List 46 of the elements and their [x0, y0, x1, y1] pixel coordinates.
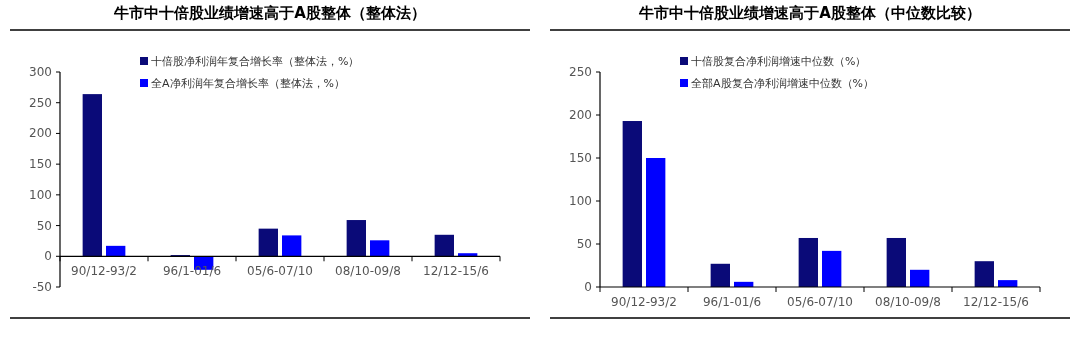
- bar: [886, 237, 906, 287]
- x-tick-label: 08/10-09/8: [875, 295, 941, 309]
- bar: [346, 220, 366, 257]
- bar: [82, 94, 102, 257]
- bar: [458, 253, 478, 257]
- bar: [370, 240, 390, 257]
- x-tick-label: 05/6-07/10: [247, 264, 313, 279]
- y-tick-label: 50: [576, 237, 592, 251]
- y-tick-label: -50: [32, 280, 52, 294]
- x-tick-label: 12/12-15/6: [423, 264, 489, 279]
- y-tick-label: 200: [569, 108, 592, 122]
- bar: [282, 235, 302, 257]
- x-tick-label: 96/1-01/6: [162, 264, 222, 279]
- x-tick-label: 90/12-93/2: [611, 295, 677, 309]
- y-tick-label: 250: [29, 95, 52, 110]
- bar: [646, 158, 666, 287]
- bar: [822, 250, 842, 287]
- x-tick-label: 90/12-93/2: [71, 264, 137, 279]
- bar: [106, 245, 126, 257]
- bar: [910, 269, 930, 287]
- legend-label: 全部A股复合净利润增速中位数（%）: [691, 77, 874, 90]
- y-tick-label: 150: [569, 151, 592, 165]
- y-tick-label: 200: [29, 126, 52, 141]
- chart-title: 牛市中十倍股业绩增速高于A股整体（整体法）: [113, 4, 426, 22]
- chart-title: 牛市中十倍股业绩增速高于A股整体（中位数比较）: [638, 4, 981, 22]
- y-tick-label: 150: [29, 157, 52, 172]
- y-tick-label: 0: [44, 249, 52, 264]
- bar: [622, 121, 642, 287]
- bar: [710, 263, 730, 287]
- x-tick-label: 12/12-15/6: [963, 295, 1029, 309]
- bar: [434, 234, 454, 257]
- legend-label: 十倍股净利润年复合增长率（整体法，%）: [151, 55, 360, 68]
- x-tick-label: 05/6-07/10: [787, 295, 853, 309]
- y-tick-label: 100: [29, 187, 52, 202]
- y-tick-label: 50: [36, 218, 52, 233]
- bar: [974, 261, 994, 287]
- legend-label: 全A净利润年复合增长率（整体法，%）: [151, 77, 345, 90]
- y-tick-label: 100: [569, 194, 592, 208]
- x-tick-label: 08/10-09/8: [335, 264, 401, 279]
- y-tick-label: 300: [29, 65, 52, 79]
- bar: [258, 228, 278, 257]
- x-tick-label: 96/1-01/6: [702, 295, 762, 309]
- y-tick-label: 0: [584, 280, 592, 294]
- y-tick-label: 250: [569, 65, 592, 79]
- legend-label: 十倍股复合净利润增速中位数（%）: [691, 55, 867, 68]
- bar: [798, 237, 818, 287]
